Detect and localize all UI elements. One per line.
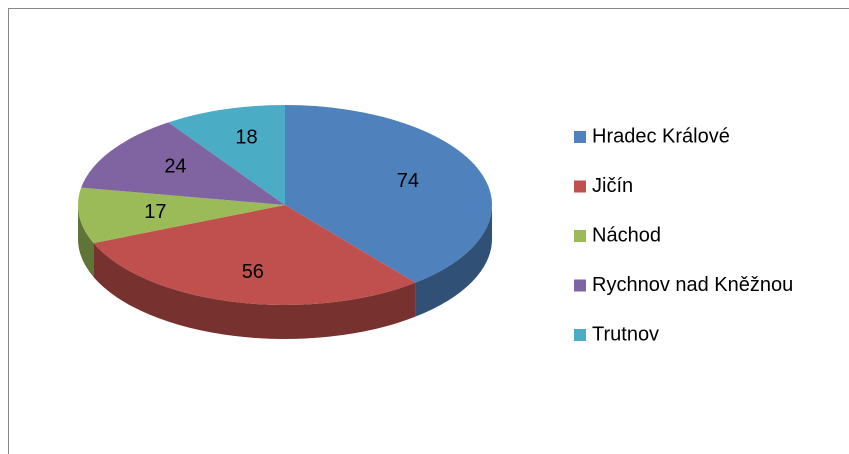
pie-tops — [78, 105, 492, 305]
data-label: 18 — [235, 126, 257, 148]
slice — [168, 105, 285, 205]
slice — [285, 105, 492, 283]
legend-swatch — [574, 329, 586, 341]
legend-label: Rychnov nad Kněžnou — [592, 274, 793, 296]
legend-label: Náchod — [592, 224, 661, 246]
data-label: 56 — [242, 261, 264, 283]
legend-swatch — [574, 180, 586, 193]
slice — [81, 122, 285, 205]
data-label: 17 — [144, 201, 166, 223]
legend-label: Jičín — [592, 175, 633, 197]
slice — [78, 187, 285, 244]
legend-swatch — [574, 279, 586, 292]
legend-label: Hradec Králové — [592, 125, 730, 147]
data-label: 24 — [164, 155, 186, 177]
legend-swatch — [574, 230, 586, 242]
legend-swatch — [574, 131, 586, 143]
legend-label: Trutnov — [592, 323, 659, 345]
data-label: 74 — [397, 170, 419, 192]
pie-sides — [78, 205, 492, 339]
slice-side — [415, 205, 492, 317]
slice-side — [78, 205, 94, 278]
slice — [93, 205, 416, 305]
slice-side — [93, 243, 416, 339]
